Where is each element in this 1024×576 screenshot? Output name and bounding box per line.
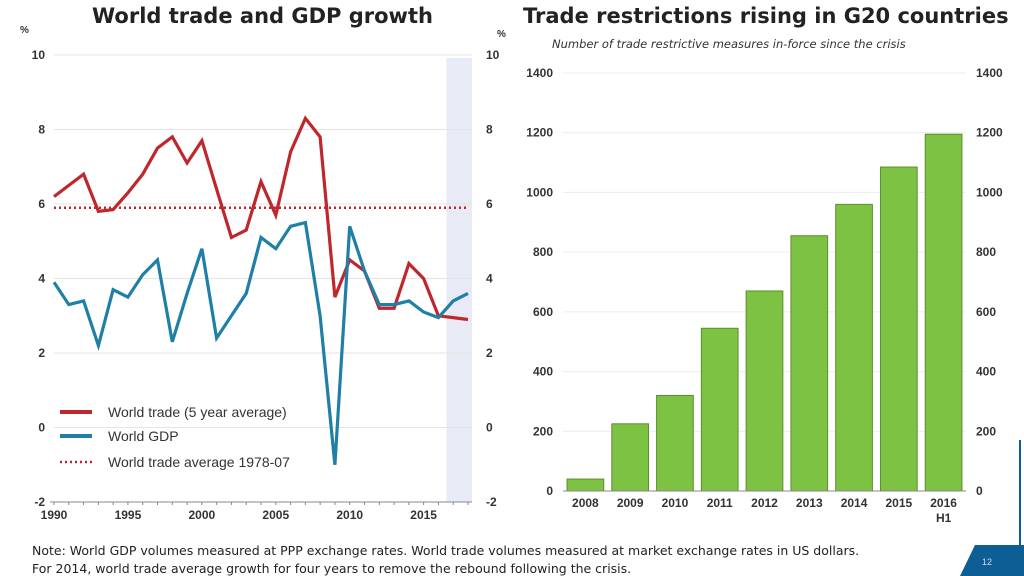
- bar-2015: [879, 166, 918, 492]
- x-tick-label: 2012: [751, 496, 778, 510]
- y-tick-label-left: 1400: [526, 66, 553, 80]
- x-tick-label: 2010: [662, 496, 689, 510]
- x-tick-label: 1995: [115, 508, 142, 522]
- y-tick-label-right: 800: [976, 245, 996, 259]
- y-tick-label-right: 2: [486, 346, 493, 360]
- y-tick-label-right: 4: [486, 272, 493, 286]
- y-tick-label-left: -2: [34, 495, 45, 509]
- x-tick-label: 2008: [572, 496, 599, 510]
- bar-chart: 0 0 200 200 400 400 600 600 800 800 1000 1000 1200 12…: [526, 66, 1003, 525]
- x-tick-label: 2009: [617, 496, 644, 510]
- bar-2010: [656, 394, 694, 492]
- y-tick-label-left: 4: [38, 272, 45, 286]
- page-number-tab: [960, 545, 1024, 576]
- y-tick-label-left: 10: [32, 48, 46, 62]
- y-tick-label-right: 1400: [976, 66, 1003, 80]
- left-chart-title: World trade and GDP growth: [92, 4, 433, 28]
- footnote-2: For 2014, world trade average growth for…: [32, 561, 632, 576]
- y-tick-label-right: 8: [486, 123, 493, 137]
- legend-label: World trade (5 year average): [108, 404, 287, 420]
- x-tick-label: 1990: [41, 508, 68, 522]
- bar-2013: [790, 235, 829, 492]
- slide-decoration: [960, 440, 1024, 576]
- bar-2012: [745, 290, 784, 492]
- x-tick-sublabel: H1: [936, 511, 952, 525]
- y-tick-label-left: 6: [38, 197, 45, 211]
- legend-label: World trade average 1978-07: [108, 454, 290, 470]
- y-axis-unit-right: %: [497, 29, 506, 40]
- y-tick-label-right: 10: [486, 48, 500, 62]
- y-tick-label-left: 200: [533, 424, 553, 438]
- x-tick-label: 2005: [262, 508, 289, 522]
- bar-2014: [835, 203, 873, 492]
- bar-2011: [700, 327, 739, 492]
- y-tick-label-left: 8: [38, 123, 45, 137]
- legend-item-world-gdp: World GDP: [60, 428, 179, 444]
- x-tick-label: 2000: [189, 508, 216, 522]
- y-tick-label-right: 600: [976, 305, 996, 319]
- y-tick-label-left: 600: [533, 305, 553, 319]
- legend-item-world-trade: World trade (5 year average): [60, 404, 287, 420]
- series-world-gdp-line: [52, 220, 469, 465]
- y-axis-unit-left: %: [20, 25, 29, 36]
- y-tick-label-right: 6: [486, 197, 493, 211]
- x-tick-label: 2015: [410, 508, 437, 522]
- legend-label: World GDP: [108, 428, 179, 444]
- y-tick-label-left: 0: [546, 484, 553, 498]
- line-chart: -2 -2 0 0 2 2 4 4 6 6 8 8 10 10% % 1990 1995 2000 2005 2010…: [20, 25, 506, 522]
- bar-2016: [924, 133, 963, 492]
- y-tick-label-left: 0: [38, 421, 45, 435]
- x-tick-label: 2014: [841, 496, 868, 510]
- x-tick-label: 2013: [796, 496, 823, 510]
- series-world-trade-line: [53, 115, 469, 322]
- y-tick-label-left: 1200: [526, 126, 553, 140]
- y-tick-label-right: -2: [486, 495, 497, 509]
- legend-item-trade-average: World trade average 1978-07: [60, 454, 290, 470]
- forecast-shaded-region: [446, 58, 472, 502]
- y-tick-label-left: 2: [38, 346, 45, 360]
- x-tick-label: 2016: [930, 496, 957, 510]
- y-tick-label-right: 0: [976, 484, 983, 498]
- y-tick-label-right: 400: [976, 365, 996, 379]
- y-tick-label-left: 800: [533, 245, 553, 259]
- y-tick-label-right: 1000: [976, 185, 1003, 199]
- page-number: 12: [982, 557, 993, 567]
- footnote-1: Note: World GDP volumes measured at PPP …: [32, 543, 860, 558]
- right-chart-subtitle: Number of trade restrictive measures in-…: [552, 37, 906, 51]
- bar-2009: [611, 423, 650, 492]
- bar-2008: [566, 478, 605, 492]
- x-tick-label: 2011: [707, 496, 733, 510]
- y-tick-label-left: 1000: [526, 185, 553, 199]
- y-tick-label-right: 0: [486, 421, 493, 435]
- y-tick-label-right: 200: [976, 424, 996, 438]
- right-chart-title: Trade restrictions rising in G20 countri…: [523, 4, 1009, 28]
- x-tick-label: 2015: [885, 496, 912, 510]
- y-tick-label-left: 400: [533, 365, 553, 379]
- x-tick-label: 2010: [336, 508, 363, 522]
- y-tick-label-right: 1200: [976, 126, 1003, 140]
